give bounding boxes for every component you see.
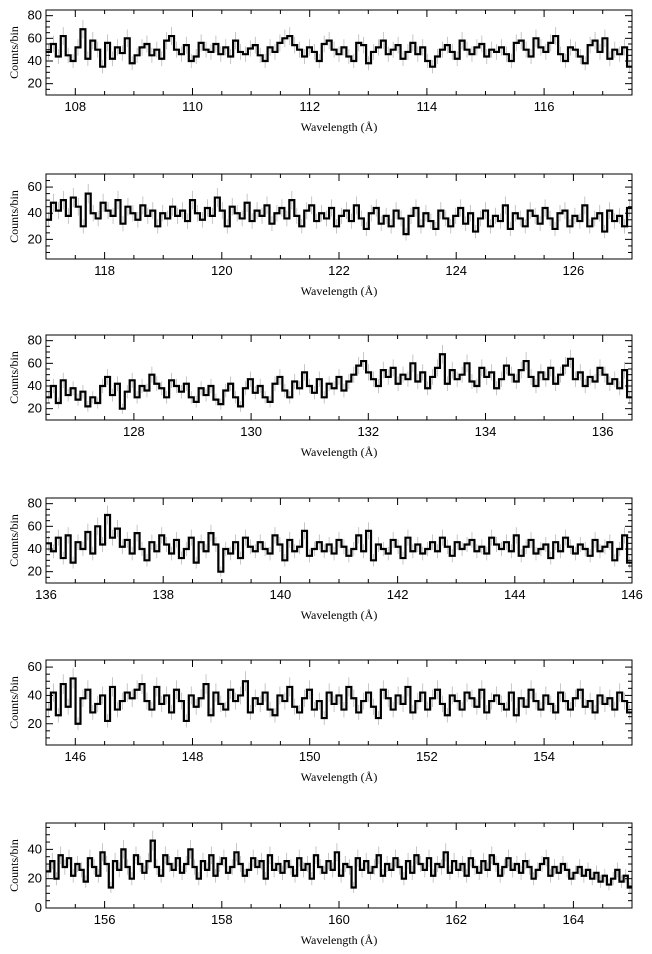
spectrum-panel-1: 108 110 112 114 116 20 40 60 80 Wavelength (Å) Cou… (7, 8, 633, 134)
x-tick-label: 152 (416, 749, 438, 764)
x-axis-label: Wavelength (Å) (301, 770, 378, 784)
x-tick-label: 146 (64, 749, 86, 764)
y-tick-label: 80 (28, 333, 42, 348)
y-tick-label: 20 (28, 564, 42, 579)
data-layer (46, 830, 632, 893)
data-layer (46, 19, 632, 74)
y-tick-label: 40 (28, 541, 42, 556)
counts-histogram-line (46, 353, 632, 410)
y-axis-label: Counts/bin (7, 676, 21, 729)
y-tick-label: 20 (28, 76, 42, 91)
y-tick-label: 20 (28, 401, 42, 416)
x-tick-label: 162 (445, 912, 467, 927)
x-tick-label: 164 (563, 912, 585, 927)
counts-histogram-line (46, 839, 632, 889)
x-tick-label: 116 (534, 99, 555, 114)
x-tick-label: 148 (182, 749, 204, 764)
x-tick-label: 146 (621, 587, 643, 602)
y-axis-label: Counts/bin (7, 514, 21, 567)
x-axis-label: Wavelength (Å) (301, 284, 378, 298)
y-tick-label: 60 (28, 659, 42, 674)
y-tick-label: 40 (28, 53, 42, 68)
counts-histogram-line (46, 513, 632, 573)
spectrum-panel-3: 128 130 132 134 136 20 40 60 80 Wavelength (Å) Cou… (7, 333, 633, 459)
x-tick-label: 136 (35, 587, 57, 602)
counts-histogram-line (46, 28, 632, 68)
x-tick-label: 140 (270, 587, 292, 602)
spectrum-panel-5: 146 148 150 152 154 20 40 60 Wavelength (Å) Count… (7, 659, 633, 784)
x-tick-label: 118 (94, 263, 115, 278)
x-tick-label: 130 (240, 424, 262, 439)
y-tick-label: 20 (28, 231, 42, 246)
x-axis-label: Wavelength (Å) (301, 933, 378, 947)
x-tick-label: 132 (357, 424, 379, 439)
x-tick-label: 110 (182, 99, 203, 114)
y-tick-label: 60 (28, 355, 42, 370)
data-layer (46, 344, 632, 414)
y-tick-label: 20 (28, 871, 42, 886)
x-tick-label: 136 (592, 424, 614, 439)
y-tick-label: 60 (28, 179, 42, 194)
x-tick-label: 126 (563, 263, 585, 278)
x-tick-label: 124 (445, 263, 467, 278)
y-axis-label: Counts/bin (7, 839, 21, 892)
y-tick-label: 40 (28, 205, 42, 220)
counts-histogram-line (46, 677, 632, 725)
x-tick-label: 114 (417, 99, 438, 114)
x-axis-label: Wavelength (Å) (301, 120, 378, 134)
data-layer (46, 183, 632, 241)
x-tick-label: 120 (211, 263, 233, 278)
spectrum-panel-4: 136 138 140 142 144 146 20 40 60 80 Wavelength (Å)… (7, 496, 643, 622)
counts-histogram-line (46, 192, 632, 236)
y-tick-label: 40 (28, 687, 42, 702)
y-axis-label: Counts/bin (7, 26, 21, 79)
x-tick-label: 160 (328, 912, 350, 927)
spectrum-panel-6: 156 158 160 162 164 0 20 40 Wavelength (Å) Counts… (7, 822, 633, 947)
y-tick-label: 0 (35, 900, 42, 915)
y-axis-label: Counts/bin (7, 190, 21, 243)
y-tick-label: 40 (28, 841, 42, 856)
x-axis-label: Wavelength (Å) (301, 608, 378, 622)
x-tick-label: 156 (94, 912, 116, 927)
y-tick-label: 40 (28, 378, 42, 393)
x-axis-label: Wavelength (Å) (301, 445, 378, 459)
y-tick-label: 80 (28, 496, 42, 511)
x-tick-label: 138 (152, 587, 174, 602)
x-tick-label: 112 (299, 99, 320, 114)
x-tick-label: 142 (387, 587, 409, 602)
x-tick-label: 108 (64, 99, 86, 114)
y-tick-label: 60 (28, 518, 42, 533)
x-tick-label: 144 (504, 587, 526, 602)
x-tick-label: 158 (211, 912, 233, 927)
data-layer (46, 505, 632, 577)
spectrum-panel-2: 118 120 122 124 126 20 40 60 Wavelength (Å) Count… (7, 173, 633, 298)
y-tick-label: 80 (28, 8, 42, 23)
x-tick-label: 154 (533, 749, 555, 764)
x-tick-label: 122 (328, 263, 350, 278)
x-tick-label: 150 (299, 749, 321, 764)
x-tick-label: 134 (475, 424, 497, 439)
y-tick-label: 20 (28, 716, 42, 731)
y-axis-label: Counts/bin (7, 351, 21, 404)
x-tick-label: 128 (123, 424, 145, 439)
data-layer (46, 668, 632, 731)
y-tick-label: 60 (28, 30, 42, 45)
